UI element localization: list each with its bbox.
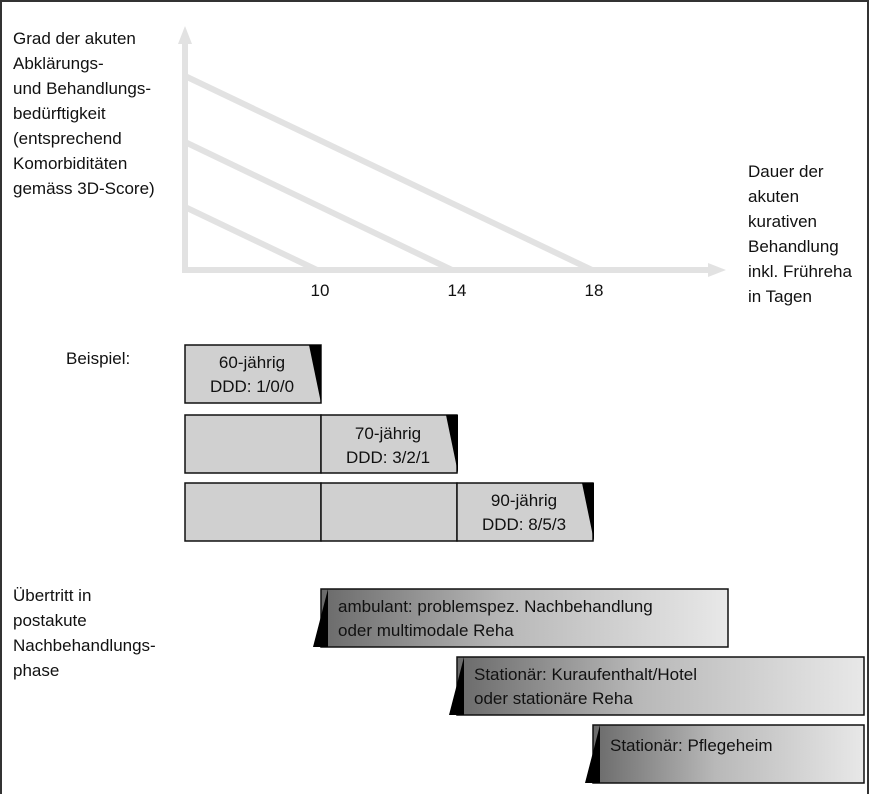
transition-label-line: phase [13, 661, 59, 680]
example-row-70: 70-jährig DDD: 3/2/1 [184, 414, 458, 474]
y-axis-label-line: gemäss 3D-Score) [13, 179, 155, 198]
y-axis-arrow [178, 26, 192, 44]
x-axis-label-line: Behandlung [748, 237, 839, 256]
x-tick-label: 10 [311, 281, 330, 300]
y-axis-label-line: und Behandlungs- [13, 79, 151, 98]
example-age: 60-jährig [219, 353, 285, 372]
phase-text-line: oder multimodale Reha [338, 621, 514, 640]
severity-line-14 [183, 139, 454, 273]
x-axis-label-line: in Tagen [748, 287, 812, 306]
example-marker [309, 345, 321, 403]
phase-text-line: Stationär: Kuraufenthalt/Hotel [474, 665, 697, 684]
chart-axes [178, 26, 726, 277]
x-axis-label-line: kurativen [748, 212, 817, 231]
example-ddd: DDD: 3/2/1 [346, 448, 430, 467]
phase-marker [313, 589, 328, 647]
severity-line-18 [183, 73, 594, 273]
phase-text: Stationär: Kuraufenthalt/Hotel oder stat… [474, 665, 702, 708]
x-axis-label: Dauer der akuten kurativen Behandlung in… [748, 162, 857, 306]
severity-lines [183, 73, 594, 273]
y-axis-label-line: Komorbiditäten [13, 154, 127, 173]
y-axis-label-line: bedürftigkeit [13, 104, 106, 123]
example-block [184, 414, 322, 474]
phase-text: ambulant: problemspez. Nachbehandlung od… [338, 597, 657, 640]
transition-label: Übertritt in postakute Nachbehandlungs- … [13, 586, 160, 680]
x-axis-label-line: Dauer der [748, 162, 824, 181]
x-axis-label-line: inkl. Frühreha [748, 262, 852, 281]
phase-marker [585, 725, 600, 783]
y-axis-label: Grad der akuten Abklärungs- und Behandlu… [13, 29, 156, 198]
phase-marker [449, 657, 464, 715]
x-axis-arrow [708, 263, 726, 277]
y-axis-label-line: Abklärungs- [13, 54, 104, 73]
y-axis-label-line: (entsprechend [13, 129, 122, 148]
transition-label-line: Übertritt in [13, 586, 91, 605]
phase-block [592, 724, 865, 784]
example-block [320, 414, 458, 474]
x-tick-label: 18 [585, 281, 604, 300]
example-label: Beispiel: [66, 349, 130, 368]
x-tick-label: 14 [448, 281, 467, 300]
example-block [184, 482, 322, 542]
example-ddd: DDD: 8/5/3 [482, 515, 566, 534]
transition-label-line: Nachbehandlungs- [13, 636, 156, 655]
example-age: 90-jährig [491, 491, 557, 510]
y-axis-label-line: Grad der akuten [13, 29, 136, 48]
phase-text-line: Stationär: Pflegeheim [610, 736, 773, 755]
example-age: 70-jährig [355, 424, 421, 443]
phase-stationaer-reha: Stationär: Kuraufenthalt/Hotel oder stat… [449, 656, 865, 716]
phase-text-line: ambulant: problemspez. Nachbehandlung [338, 597, 653, 616]
phase-block [456, 656, 865, 716]
example-block [456, 482, 594, 542]
example-ddd: DDD: 1/0/0 [210, 377, 294, 396]
phase-ambulant: ambulant: problemspez. Nachbehandlung od… [313, 588, 729, 648]
transition-label-line: postakute [13, 611, 87, 630]
example-block [184, 344, 322, 404]
phase-pflegeheim: Stationär: Pflegeheim [585, 724, 865, 784]
example-marker [446, 415, 458, 473]
example-marker [582, 483, 594, 541]
phase-text: Stationär: Pflegeheim [610, 736, 773, 755]
example-row-90: 90-jährig DDD: 8/5/3 [184, 482, 594, 542]
example-block [320, 482, 458, 542]
example-row-60: 60-jährig DDD: 1/0/0 [184, 344, 322, 404]
phase-text-line: oder stationäre Reha [474, 689, 633, 708]
x-axis-label-line: akuten [748, 187, 799, 206]
severity-line-10 [183, 204, 319, 273]
